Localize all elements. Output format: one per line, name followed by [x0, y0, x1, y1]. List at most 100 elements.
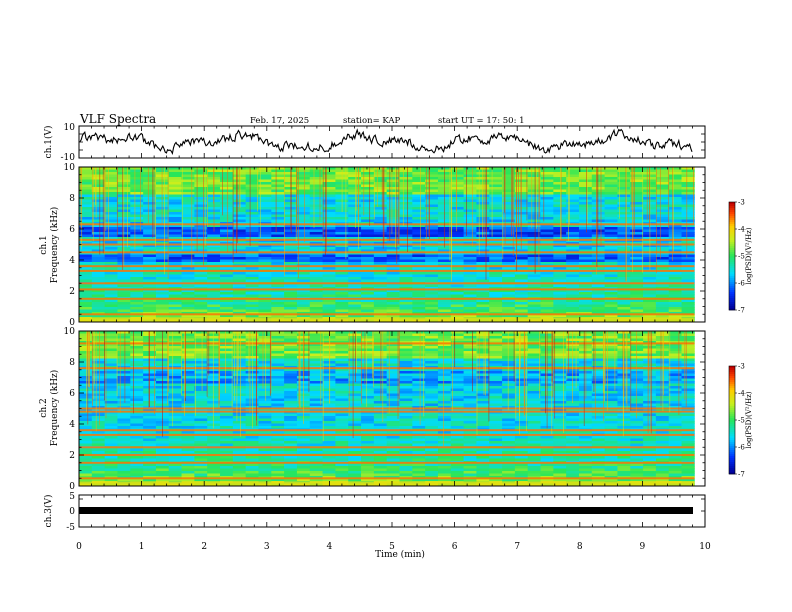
spectrogram-cell — [373, 184, 388, 188]
spectrogram-cell — [91, 299, 106, 303]
spectrogram-cell — [322, 217, 336, 220]
spectrogram-cell — [630, 259, 644, 263]
spectrogram-cell — [373, 361, 388, 364]
spectrogram-cell — [450, 284, 464, 288]
spectrogram-cell — [232, 403, 247, 407]
spectrogram-cell — [476, 174, 490, 178]
spectrogram-cell — [79, 356, 93, 359]
spectrogram-cell — [425, 401, 439, 404]
spectrogram-cell — [591, 299, 606, 303]
spectrogram-cell — [566, 388, 580, 392]
spectrogram-cell — [322, 343, 336, 347]
spectrogram-cell — [604, 214, 618, 218]
spectrogram-cell — [258, 351, 272, 354]
spectrogram-cell — [258, 378, 272, 382]
spectrogram-cell — [578, 242, 593, 245]
spectrogram-cell — [117, 274, 131, 278]
spectrogram-cell — [79, 192, 93, 195]
spectrogram-cell — [335, 254, 349, 258]
spectrogram-cell — [271, 242, 285, 245]
spectrogram-cell — [143, 202, 157, 205]
spectrogram-cell — [617, 289, 631, 293]
spectrogram-cell — [604, 212, 618, 215]
spectrogram-cell — [220, 279, 234, 283]
spectrogram-cell — [130, 242, 144, 245]
spectrogram-cell — [412, 292, 426, 295]
spectrogram-cell — [489, 396, 503, 399]
spectrogram-cell — [681, 302, 695, 305]
spectrogram-cell — [399, 376, 413, 379]
spectrogram-cell — [681, 314, 695, 318]
spectrogram-cell — [502, 388, 516, 392]
spectrogram-cell — [130, 244, 144, 248]
spectrogram-cell — [322, 279, 336, 283]
spectrogram-cell — [258, 242, 272, 245]
spectrogram-cell — [79, 304, 93, 308]
spectrogram-cell — [322, 338, 336, 342]
spectrogram-cell — [591, 194, 606, 198]
colorbar-step — [729, 242, 735, 245]
spectrogram-cell — [271, 376, 285, 379]
spectrogram-cell — [604, 249, 618, 253]
spectrogram-cell — [79, 187, 93, 190]
spectrogram-cell — [232, 232, 247, 235]
ch1-ytick-bottom: -10 — [61, 153, 76, 163]
spectrogram-cell — [617, 207, 631, 210]
spectrogram-cell — [566, 167, 580, 170]
spectrogram-cell — [540, 202, 554, 205]
spectrogram-cell — [335, 247, 349, 250]
spectrogram-cell — [361, 381, 375, 384]
spectrogram-cell — [502, 237, 516, 240]
spectrogram-cell — [489, 314, 503, 318]
spectrogram-cell — [655, 378, 670, 382]
spectrogram-cell — [566, 242, 580, 245]
spectrogram-cell — [502, 356, 516, 359]
spectrogram-cell — [335, 279, 349, 283]
spectrogram-cell — [668, 177, 682, 180]
colorbar-step — [729, 284, 735, 287]
spectrogram-cell — [476, 383, 490, 387]
spectrogram-cell — [553, 184, 567, 188]
spectrogram-cell — [271, 314, 285, 318]
spectrogram-cell — [271, 237, 285, 240]
spectrogram-cell — [130, 386, 144, 389]
spectrogram-cell — [681, 356, 695, 359]
spectrogram-cell — [245, 209, 259, 213]
spectrogram-cell — [181, 363, 195, 367]
spectrogram-cell — [361, 199, 375, 203]
spectrogram-cell — [502, 391, 516, 394]
spectrogram-cell — [220, 202, 234, 205]
spectrogram-cell — [245, 232, 259, 235]
spectrogram-cell — [617, 229, 631, 233]
spectrogram-cell — [591, 289, 606, 293]
spectrogram-cell — [514, 338, 529, 342]
spectrogram-cell — [194, 212, 208, 215]
spectrogram-cell — [476, 408, 490, 412]
spectrogram-cell — [668, 207, 682, 210]
spectrogram-cell — [91, 252, 106, 255]
spectrogram-cell — [540, 209, 554, 213]
spectrogram-cell — [502, 376, 516, 379]
colorbar-step — [729, 258, 735, 261]
spectrogram-cell — [335, 272, 349, 275]
spectrogram-cell — [245, 302, 259, 305]
spectrogram-cell — [284, 378, 298, 382]
spectrogram-cell — [514, 279, 529, 283]
spectrogram-cell — [604, 292, 618, 295]
spectrogram-cell — [130, 192, 144, 195]
spectrogram-cell — [373, 244, 388, 248]
spectrogram-cell — [425, 169, 439, 173]
spectrogram-cell — [489, 358, 503, 362]
spectrogram-cell — [284, 406, 298, 409]
spectrogram-cell — [412, 207, 426, 210]
spectrogram-cell — [655, 192, 670, 195]
spectrogram-cell — [181, 302, 195, 305]
spectrogram-cell — [386, 197, 400, 200]
spectrogram-cell — [168, 194, 182, 198]
spectrogram-cell — [322, 396, 336, 399]
spectrogram-cell — [207, 289, 221, 293]
spectrogram-cell — [91, 257, 106, 260]
spectrogram-cell — [220, 346, 234, 349]
spectrogram-cell — [655, 249, 670, 253]
spectrogram-cell — [489, 187, 503, 190]
